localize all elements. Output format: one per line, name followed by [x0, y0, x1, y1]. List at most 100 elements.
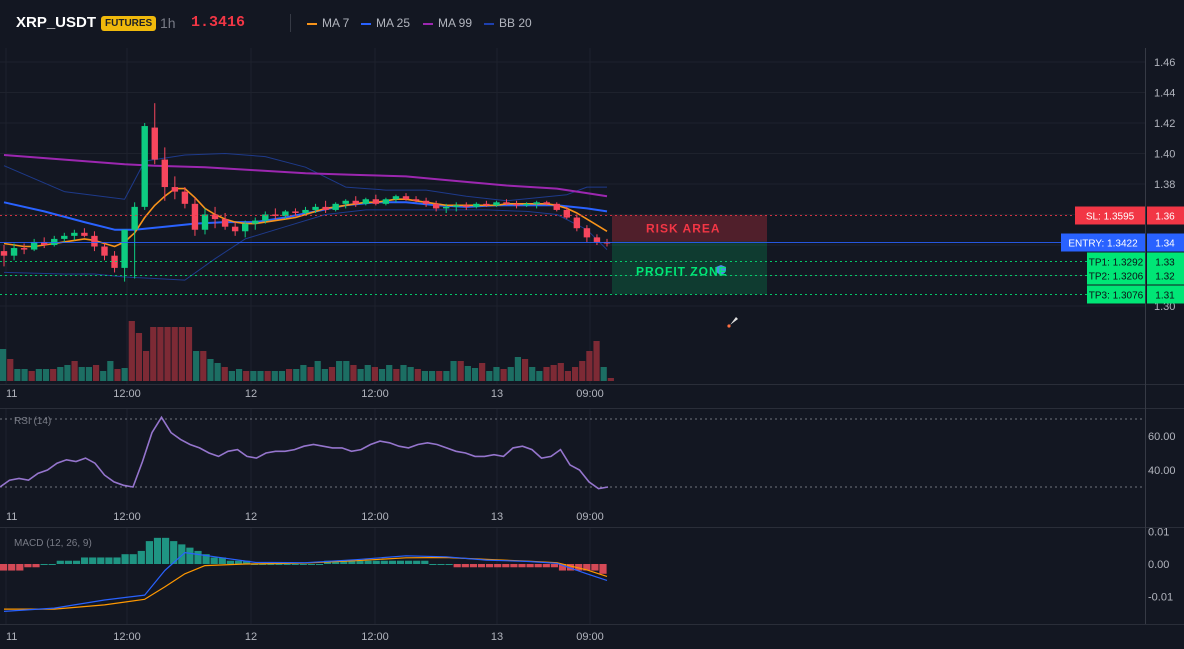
header-divider: [290, 14, 291, 32]
candle-body: [312, 206, 319, 210]
macd-histogram-bar: [0, 564, 8, 571]
candle-body: [432, 203, 440, 209]
macd-histogram-bar: [356, 560, 364, 564]
candle-body: [583, 228, 591, 238]
level-tag-label: ENTRY: 1.3422: [1068, 239, 1138, 250]
price-tick-label: 1.38: [1154, 179, 1175, 191]
volume-bar: [128, 321, 135, 381]
volume-bar: [21, 369, 28, 381]
symbol-name[interactable]: XRP_USDT: [16, 14, 97, 31]
macd-histogram-bar: [526, 564, 534, 568]
macd-histogram-bar: [502, 564, 510, 568]
candle-body: [121, 229, 128, 268]
time-tick-label: 12:00: [113, 388, 141, 400]
candle-body: [71, 232, 78, 236]
candle-body: [563, 209, 570, 218]
time-tick-label: 09:00: [576, 388, 604, 400]
macd-histogram-bar: [81, 557, 89, 564]
candle-body: [201, 214, 209, 230]
candle-body: [91, 235, 98, 247]
macd-tick-label: -0.01: [1148, 592, 1173, 604]
macd-histogram-bar: [178, 544, 186, 564]
macd-histogram-bar: [380, 560, 388, 564]
macd-tick-label: 0.00: [1148, 559, 1169, 571]
volume-bar: [314, 361, 321, 381]
legend-ma25[interactable]: MA 25: [361, 16, 410, 30]
volume-bar: [328, 367, 336, 381]
time-tick-label: 12: [245, 631, 257, 643]
volume-bar: [436, 371, 443, 381]
profit-zone: [612, 241, 767, 295]
volume-bar: [71, 361, 78, 381]
volume-bar: [514, 357, 521, 381]
legend-ma99-label: MA 99: [438, 16, 473, 30]
level-tag-4: [1087, 285, 1145, 304]
timeframe-selector[interactable]: 1h: [160, 15, 176, 31]
level-tag-label: TP2: 1.3206: [1089, 272, 1144, 283]
level-tag-label: TP1: 1.3292: [1089, 258, 1144, 269]
volume-bar: [271, 371, 278, 381]
volume-bar: [521, 359, 529, 381]
macd-histogram-bar: [97, 557, 105, 564]
macd-histogram-bar: [145, 541, 153, 564]
time-tick-label: 11: [6, 388, 17, 400]
volume-bar: [264, 371, 271, 381]
candle-body: [161, 159, 168, 188]
volume-bar: [564, 371, 572, 381]
macd-histogram-bar: [413, 560, 421, 564]
macd-line: [3, 552, 608, 612]
time-tick-label: 12:00: [113, 511, 141, 523]
chart-background: [0, 48, 1184, 649]
candle-body: [392, 196, 400, 200]
volume-bar: [243, 371, 250, 381]
macd-histogram-bar: [583, 564, 591, 571]
rsi-title: RSI (14): [14, 416, 51, 427]
candle-body: [332, 203, 339, 210]
volume-bar: [557, 363, 564, 381]
price-tick-label: 1.40: [1154, 149, 1175, 161]
candle-body: [322, 206, 329, 210]
bb-upper-line: [3, 153, 607, 202]
legend-bb20[interactable]: BB 20: [484, 16, 532, 30]
volume-bar: [471, 368, 479, 381]
profit-zone-label: PROFIT ZONE: [636, 264, 728, 278]
volume-bar: [107, 361, 114, 381]
macd-histogram-bar: [275, 564, 283, 565]
bb-lower-line: [3, 209, 608, 281]
shield-icon: [716, 265, 726, 275]
macd-histogram-bar: [153, 537, 162, 564]
macd-histogram-bar: [16, 564, 24, 571]
candle-body: [221, 219, 229, 227]
volume-bar: [28, 371, 35, 381]
time-tick-label: 12:00: [361, 511, 389, 523]
volume-bar: [85, 367, 92, 381]
level-axis-tag-1: [1147, 233, 1184, 252]
volume-bar: [457, 361, 464, 381]
candle-body: [422, 200, 430, 204]
candle-body: [402, 196, 410, 200]
volume-bar: [178, 327, 185, 381]
level-axis-tag-2: [1147, 252, 1184, 271]
volume-bar: [193, 351, 200, 381]
candle-body: [503, 202, 510, 204]
volume-bar: [164, 327, 171, 381]
level-axis-label: 1.33: [1155, 258, 1175, 269]
risk-area-label: RISK AREA: [646, 221, 721, 235]
legend-ma7[interactable]: MA 7: [307, 16, 349, 30]
volume-bar: [207, 359, 214, 381]
legend-ma99[interactable]: MA 99: [423, 16, 472, 30]
time-tick-label: 09:00: [576, 631, 604, 643]
time-tick-label: 12:00: [361, 631, 389, 643]
macd-histogram-bar: [121, 554, 129, 564]
candle-body: [252, 220, 259, 224]
candle-body: [292, 211, 299, 213]
macd-histogram-bar: [396, 560, 405, 564]
legend-ma25-label: MA 25: [376, 16, 411, 30]
macd-histogram-bar: [243, 560, 251, 564]
volume-bar: [493, 367, 500, 381]
time-tick-label: 13: [491, 388, 503, 400]
volume-bar: [443, 371, 450, 381]
volume-bar: [64, 365, 71, 381]
macd-histogram-bar: [210, 557, 218, 564]
